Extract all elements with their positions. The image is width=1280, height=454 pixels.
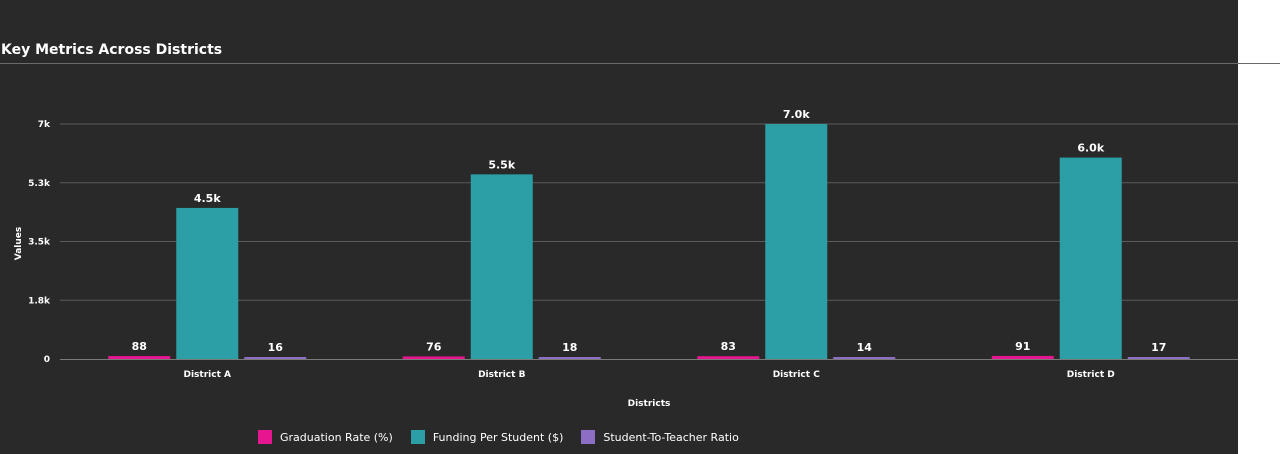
bar[interactable] [1059,157,1122,359]
legend-item-funding-per-student[interactable]: Funding Per Student ($) [410,430,564,444]
bar[interactable] [244,357,307,359]
data-label: 91 [1015,340,1030,353]
bar[interactable] [538,357,601,359]
legend-swatch [410,430,425,444]
y-tick-label: 0 [44,355,50,365]
y-tick-label: 7k [38,120,51,130]
y-tick-label: 3.5k [28,238,51,248]
y-axis-ticks: 0 1.8k 3.5k 5.3k 7k [28,120,51,365]
bar[interactable] [108,356,171,359]
data-label: 7.0k [783,108,810,121]
data-label: 18 [562,341,577,354]
y-tick-label: 5.3k [28,179,51,189]
bar[interactable] [765,124,828,359]
bar[interactable] [402,356,465,359]
data-label: 5.5k [488,158,515,171]
legend-swatch [581,430,596,444]
data-label: 17 [1151,341,1166,354]
legend: Graduation Rate (%) Funding Per Student … [258,430,739,444]
bar[interactable] [176,207,239,359]
data-label: 4.5k [194,192,221,205]
bar[interactable] [697,356,760,359]
bar[interactable] [470,174,533,359]
title-divider [0,63,1280,64]
data-label: 88 [132,340,147,353]
y-tick-label: 1.8k [28,296,51,306]
bar[interactable] [833,357,896,359]
data-label: 6.0k [1077,142,1104,155]
legend-item-student-teacher-ratio[interactable]: Student-To-Teacher Ratio [581,430,739,444]
x-axis-ticks: District A District B District C District D [184,370,1115,380]
data-label: 83 [721,340,736,353]
chart-title: Key Metrics Across Districts [1,42,223,58]
bar[interactable] [1127,357,1190,359]
gridlines [60,123,1238,301]
bars [108,124,1190,359]
data-labels: 88 4.5k 16 76 5.5k 18 83 7.0k 14 91 6.0k 17 [132,108,1167,354]
legend-label: Graduation Rate (%) [280,430,393,444]
legend-item-graduation-rate[interactable]: Graduation Rate (%) [258,430,393,444]
data-label: 76 [426,340,442,353]
x-tick-label: District D [1067,370,1115,380]
legend-swatch [258,430,272,444]
x-axis-title: Districts [628,399,671,409]
legend-label: Funding Per Student ($) [432,430,564,444]
x-tick-label: District A [184,370,232,380]
bar-chart: 0 1.8k 3.5k 5.3k 7k 88 4.5k 16 76 5.5k 18 83 7.0k 14… [14,108,1238,409]
data-label: 16 [268,341,284,354]
legend-label: Student-To-Teacher Ratio [603,430,739,444]
y-axis-title: Values [14,227,24,261]
bar[interactable] [991,355,1054,359]
x-tick-label: District B [478,370,526,380]
x-tick-label: District C [773,370,821,380]
data-label: 14 [857,341,873,354]
